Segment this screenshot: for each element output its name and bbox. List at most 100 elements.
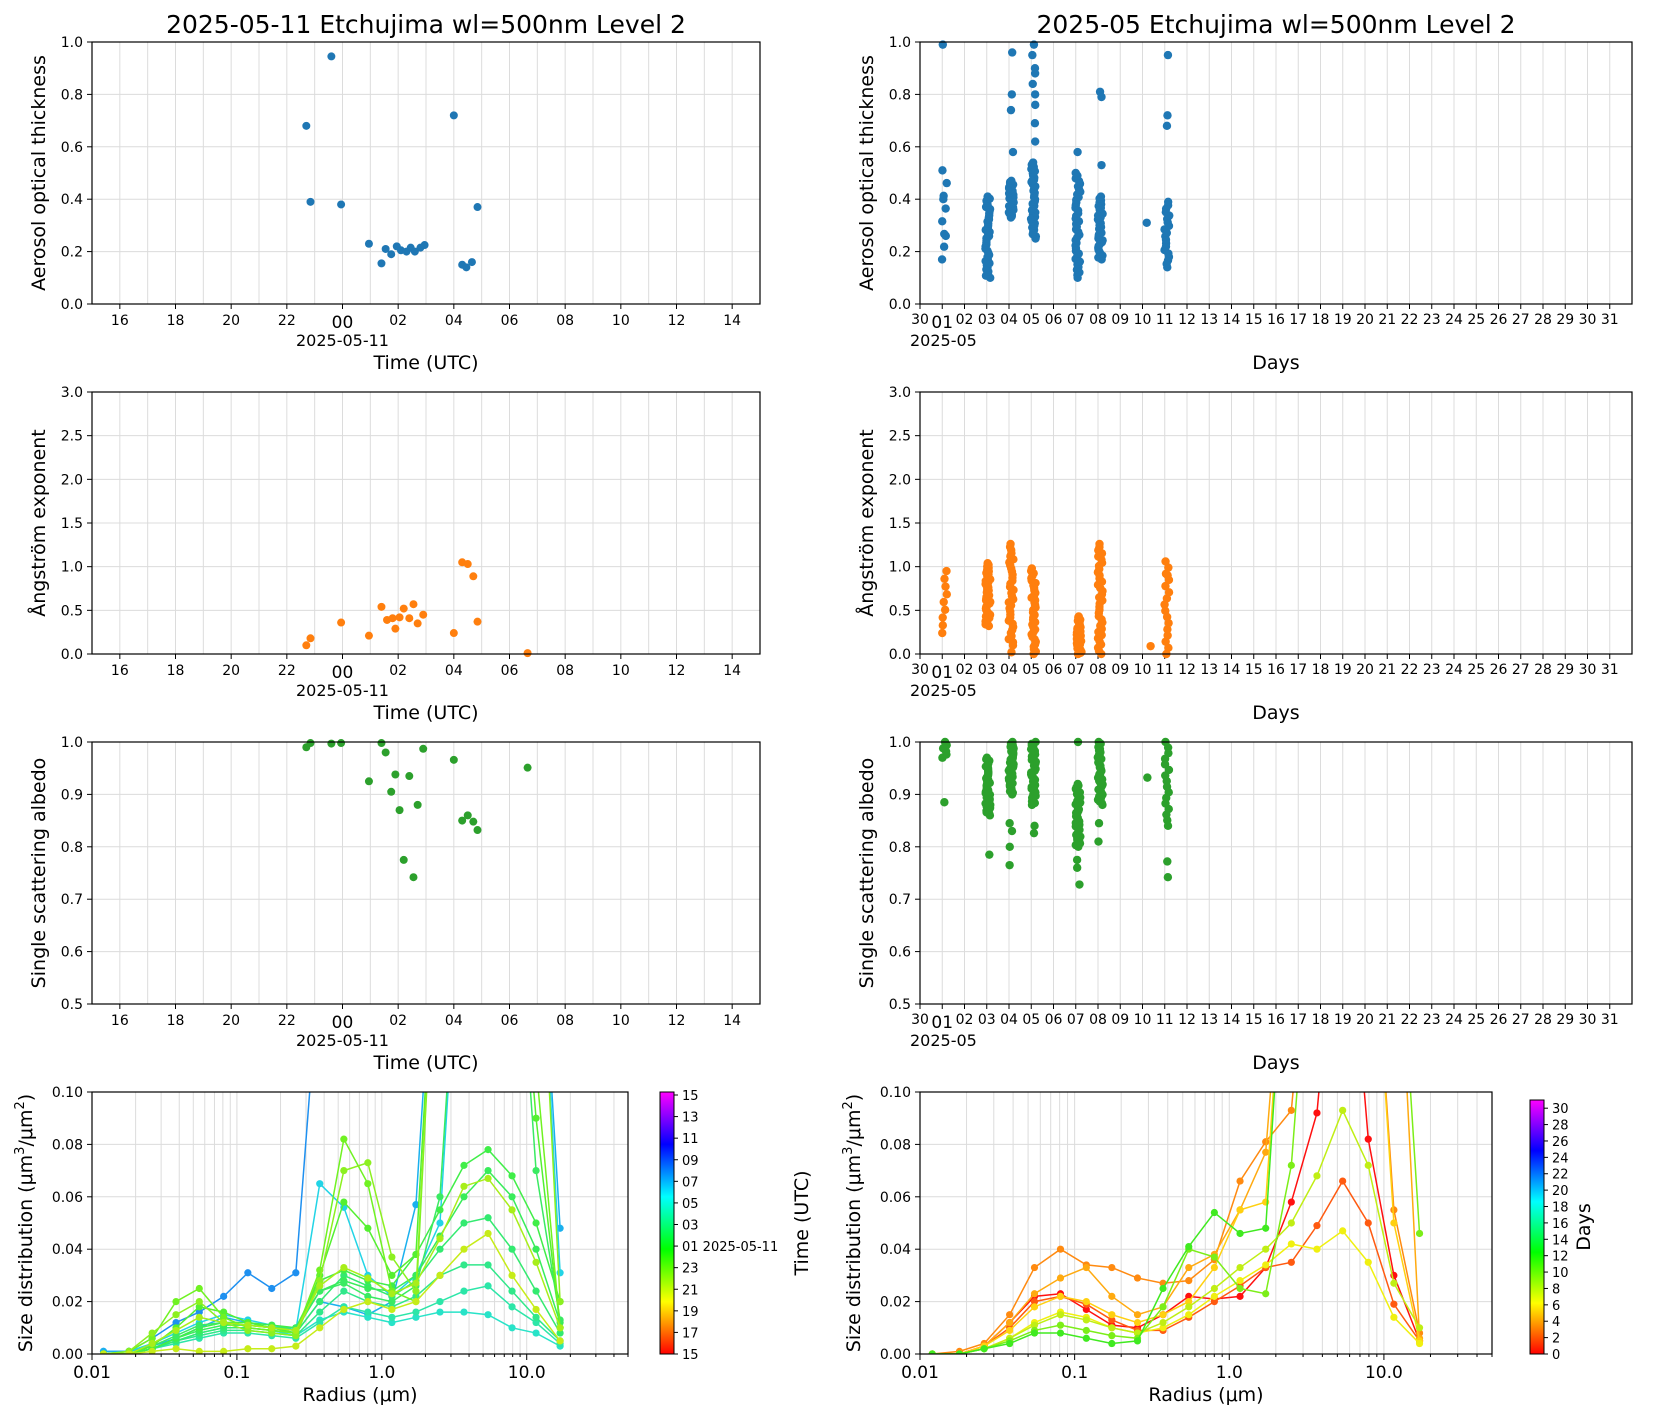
data-point (405, 614, 414, 623)
data-point (377, 259, 386, 268)
series-point (532, 1305, 540, 1314)
colorbar-tick-label: 18 (1552, 1201, 1569, 1216)
series-point (220, 1292, 228, 1300)
x-tick-label: 23 (1423, 662, 1441, 678)
series-point (1210, 1208, 1218, 1217)
x-axis-label: Days (1252, 352, 1299, 374)
x-tick-label: 0.1 (223, 1363, 250, 1383)
series-point (556, 1337, 564, 1345)
data-point (1030, 137, 1040, 146)
y-tick-label: 2.0 (889, 472, 911, 488)
data-point (306, 739, 315, 748)
data-point (327, 52, 336, 61)
y-axis-label-part: ) (15, 1094, 37, 1101)
x-tick-label: 14 (723, 1013, 741, 1029)
series-point (268, 1324, 276, 1332)
x-tick-label: 17 (1289, 1012, 1307, 1028)
data-point (391, 624, 400, 633)
series-line (103, 1285, 561, 1354)
x-tick-label: 08 (556, 663, 574, 679)
series-point (508, 1193, 516, 1201)
data-point (1007, 826, 1017, 836)
data-point (409, 600, 418, 609)
series-line (103, 1092, 561, 1354)
data-point (387, 250, 396, 259)
series-point (364, 1308, 372, 1316)
series-point (1082, 1305, 1090, 1314)
series-point (1006, 1311, 1014, 1319)
x-tick-label: 18 (1312, 662, 1330, 678)
y-tick-label: 0.8 (889, 87, 911, 103)
x-tick-label: 06 (1045, 312, 1063, 328)
data-point (937, 255, 947, 264)
x-tick-label: 27 (1512, 312, 1530, 328)
series-point (340, 1305, 348, 1314)
x-tick-label: 16 (1267, 662, 1285, 678)
y-axis-label-part: /μm (843, 1110, 865, 1147)
data-point (387, 787, 396, 796)
colorbar-tick-label: 13 (682, 1111, 699, 1126)
data-point (1097, 160, 1106, 170)
x-tick-label: 11 (1156, 1012, 1174, 1028)
colorbar-tick-label: 01 2025-05-11 (682, 1240, 778, 1255)
x-tick-label: 20 (1356, 1012, 1374, 1028)
series-point (412, 1279, 420, 1287)
colorbar-tick-label: 20 (1552, 1184, 1569, 1199)
y-tick-label: 0.5 (61, 603, 83, 619)
x-tick-label: 12 (1178, 1012, 1196, 1028)
data-point (1146, 641, 1155, 651)
data-point (1031, 100, 1040, 110)
series-point (316, 1282, 324, 1290)
angstrom-daily-frame (91, 391, 761, 655)
series-point (292, 1342, 300, 1350)
data-point (941, 231, 950, 241)
data-point (395, 806, 404, 815)
series-point (316, 1308, 324, 1316)
series-point (172, 1332, 180, 1340)
series-point (1415, 1229, 1424, 1238)
x-tick-label: 10 (612, 663, 630, 679)
data-point (1143, 773, 1152, 782)
data-point (1029, 828, 1039, 838)
series-point (1287, 1240, 1295, 1248)
series-point (1056, 1292, 1065, 1300)
series-point (532, 1219, 540, 1227)
data-point (523, 763, 532, 772)
series-point (532, 1313, 540, 1321)
series-point (364, 1274, 372, 1282)
series-point (220, 1308, 228, 1316)
colorbar-tick-label: 05 (682, 1197, 699, 1212)
x-tick-label: 20 (222, 663, 240, 679)
data-point (983, 192, 992, 201)
x-tick-label: 04 (445, 313, 463, 329)
data-point (1094, 837, 1103, 846)
series-point (195, 1284, 203, 1293)
series-point (508, 1245, 516, 1253)
x-tick-label: 1.0 (1216, 1363, 1243, 1383)
x-tick-label: 22 (1401, 662, 1419, 678)
x-tick-label: 04 (445, 663, 463, 679)
x-axis-label: Time (UTC) (372, 352, 478, 374)
series-point (484, 1167, 492, 1175)
x-tick-label: 02 (956, 312, 974, 328)
data-point (302, 641, 311, 650)
series-point (1108, 1339, 1116, 1348)
x-tick-label: 03 (978, 1012, 996, 1028)
series-point (532, 1167, 540, 1175)
colorbar-tick-label: 0 (1552, 1348, 1560, 1363)
x-tick-label: 09 (1111, 662, 1129, 678)
series-point (1236, 1277, 1244, 1285)
series-point (1082, 1316, 1090, 1324)
series-point (364, 1159, 372, 1167)
x-tick-label: 02 (389, 313, 407, 329)
data-point (1030, 821, 1039, 831)
series-line (103, 1092, 311, 1353)
series-point (1082, 1263, 1090, 1272)
series-point (1313, 1245, 1321, 1253)
data-point (1163, 197, 1173, 207)
data-point (449, 629, 458, 638)
series-point (1210, 1292, 1218, 1300)
series-point (1108, 1324, 1116, 1332)
y-axis-label: Size distribution (μm3/μm2) (841, 1094, 865, 1352)
